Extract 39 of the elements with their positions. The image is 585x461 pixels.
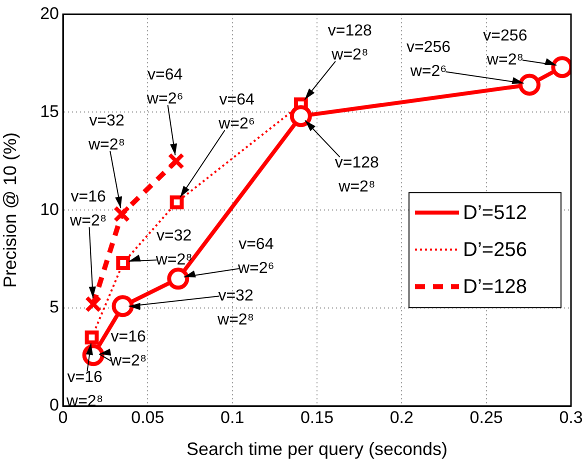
x-tick-label: 0.05 [131,408,164,427]
point [84,296,102,312]
y-axis-title: Precision @ 10 (%) [0,132,20,288]
y-tick-label: 5 [50,298,59,317]
annotation: v=32 w=2⁸ [216,287,254,328]
x-tick-label: 0.3 [559,408,583,427]
point [168,152,184,170]
annotation: v=64 w=2⁶ [146,66,184,108]
point [167,268,190,290]
x-tick-label: 0.15 [300,408,334,427]
y-tick-label: 0 [50,396,59,415]
point [518,74,541,96]
point [113,206,130,222]
annotation: v=256 w=2⁶ [406,39,451,80]
x-tick-label: 0.1 [220,408,244,427]
point [170,195,184,210]
legend-label: D’=512 [463,202,527,224]
annotation: v=64 w=2⁶ [218,92,255,133]
annotation: v=32 w=2⁸ [87,112,126,154]
x-axis-title: Search time per query (seconds) [186,439,448,460]
annotation: v=16 w=2⁸ [69,188,107,230]
annotation: v=16 w=2⁸ [109,328,147,370]
annotation: v=256 w=2⁸ [483,28,528,68]
annotation: v=64 w=2⁶ [236,236,274,278]
legend-label: D’=128 [463,276,527,298]
x-tick-label: 0.25 [470,408,503,427]
y-tick-label: 10 [40,200,59,219]
legend-label: D’=256 [463,239,527,262]
point [290,105,312,128]
y-tick-label: 15 [40,102,59,121]
point [116,256,130,270]
point [84,330,99,344]
annotation: v=128 w=2⁸ [328,22,372,64]
annotation: v=128 w=2⁸ [334,154,380,196]
x-tick-label: 0.2 [390,408,414,427]
annotation: v=16 w=2⁸ [66,368,104,410]
point [112,295,134,318]
y-tick-label: 20 [40,4,59,23]
annotation: v=32 w=2⁸ [154,227,192,268]
